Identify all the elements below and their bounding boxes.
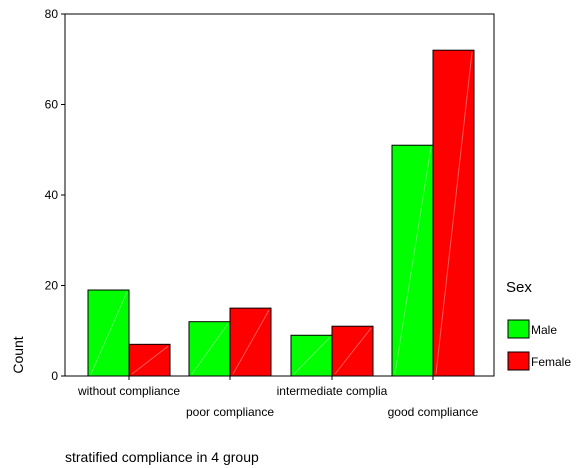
bar-shade-female-3 xyxy=(435,52,473,375)
bar-shade-female-2 xyxy=(334,327,372,375)
x-tick-label-2: intermediate complia xyxy=(277,384,388,398)
bar-shade-female-0 xyxy=(131,345,169,375)
x-axis-label: stratified compliance in 4 group xyxy=(65,449,259,465)
y-tick-label-1: 20 xyxy=(45,279,59,293)
y-tick-label-2: 40 xyxy=(45,188,59,202)
y-tick-label-3: 60 xyxy=(45,98,59,112)
bar-male-3 xyxy=(391,144,434,377)
y-tick-label-0: 0 xyxy=(51,369,58,383)
bar-shade-male-2 xyxy=(293,336,331,375)
bar-shade-male-1 xyxy=(191,323,229,375)
y-axis-label: Count xyxy=(10,336,26,373)
bar-female-1 xyxy=(229,307,272,377)
bar-shade-female-1 xyxy=(232,309,270,375)
y-tick-label-4: 80 xyxy=(45,7,59,21)
legend-label-male: Male xyxy=(531,323,557,337)
legend-swatch-male xyxy=(507,319,530,339)
bar-male-0 xyxy=(87,289,130,377)
bar-female-0 xyxy=(128,343,171,377)
bar-female-3 xyxy=(432,49,475,377)
bar-shade-male-3 xyxy=(394,147,432,375)
bar-female-2 xyxy=(331,325,374,377)
x-tick-label-3: good compliance xyxy=(388,405,479,419)
legend-label-female: Female xyxy=(531,355,571,369)
x-tick-label-0: without compliance xyxy=(77,384,180,398)
legend-swatch-female xyxy=(507,351,530,371)
legend-title: Sex xyxy=(506,279,532,296)
bar-shade-male-0 xyxy=(90,291,128,375)
x-tick-label-1: poor compliance xyxy=(186,405,274,419)
bar-male-1 xyxy=(188,321,231,377)
bar-male-2 xyxy=(290,334,333,377)
